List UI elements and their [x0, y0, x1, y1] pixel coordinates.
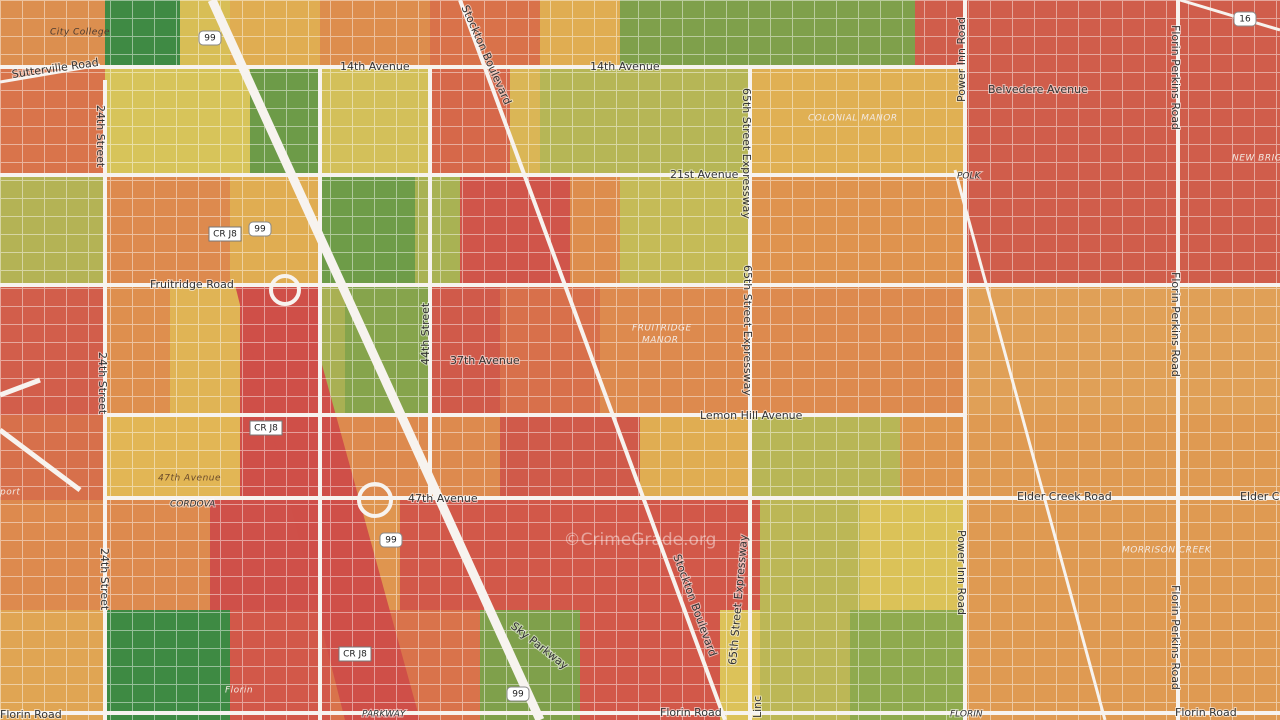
place-label: port: [0, 488, 20, 498]
road-label: Power Inn Road: [955, 530, 968, 615]
road-label: 24th Street: [96, 352, 109, 415]
shield-label: CR J8: [254, 424, 278, 434]
road-label: 47th Avenue: [408, 492, 478, 505]
place-label: POLK: [957, 172, 982, 182]
place-label: FRUITRIDGE: [632, 324, 692, 334]
shield-bg: [379, 532, 403, 548]
shield-bg: [198, 30, 222, 46]
road-label: 65th Street Expressway: [740, 88, 753, 219]
road-label: Fruitridge Road: [150, 278, 234, 291]
place-label: MANOR: [642, 336, 679, 346]
road-label: Florin Perkins Road: [1169, 585, 1182, 690]
place-label: FLORIN: [950, 710, 983, 720]
place-label: City College: [50, 28, 110, 38]
shield-label: CR J8: [343, 650, 367, 660]
place-label: Florin: [225, 686, 253, 696]
road-label: 44th Street: [419, 302, 432, 365]
place-label: COLONIAL MANOR: [808, 114, 898, 124]
shield-label: 99: [254, 225, 266, 235]
shield-bg: [249, 420, 283, 436]
place-label: 47th Avenue: [158, 474, 221, 484]
road-label: 24th Street: [98, 548, 111, 611]
shield-bg: [1233, 11, 1257, 27]
road-label: Florin Road: [660, 706, 722, 719]
shield-bg: [506, 686, 530, 702]
road-label: Florin Perkins Road: [1169, 272, 1182, 377]
shields: 99 99 99 99 16 CR J8 CR J8 CR J8: [198, 11, 1257, 702]
road-label: Florin Road: [0, 708, 62, 720]
place-label: MORRISON CREEK: [1122, 546, 1212, 556]
road-label: Elder Creek Road: [1017, 490, 1112, 503]
shield-bg: [208, 226, 242, 242]
place-label: CORDOVA: [170, 500, 215, 510]
place-label: NEW BRIG: [1232, 154, 1280, 164]
place-label: PARKWAY: [362, 710, 407, 720]
road-label: Power Inn Road: [955, 17, 968, 102]
road-label: Belvedere Avenue: [988, 83, 1088, 96]
shield-label: 99: [204, 34, 216, 44]
road-label: 14th Avenue: [590, 60, 660, 73]
shield-bg: [248, 221, 272, 237]
road-label: Florin Road: [1175, 706, 1237, 719]
shield-bg: [338, 646, 372, 662]
shield-label: 16: [1239, 15, 1251, 25]
road-label: 37th Avenue: [450, 354, 520, 367]
shield-label: 99: [512, 690, 524, 700]
road-label: Florin Perkins Road: [1169, 25, 1182, 130]
road-label: Lemon Hill Avenue: [700, 409, 803, 422]
road-label: 65th Street Expressway: [741, 265, 754, 396]
shield-label: 99: [385, 536, 397, 546]
road-label: 24th Street: [94, 105, 107, 168]
watermark: ©CrimeGrade.org: [564, 530, 717, 550]
road-label: 21st Avenue: [670, 168, 739, 181]
road-label: Linc: [751, 696, 764, 718]
road-label: 14th Avenue: [340, 60, 410, 73]
shield-label: CR J8: [213, 230, 237, 240]
road-label: Elder Creek: [1240, 490, 1280, 503]
